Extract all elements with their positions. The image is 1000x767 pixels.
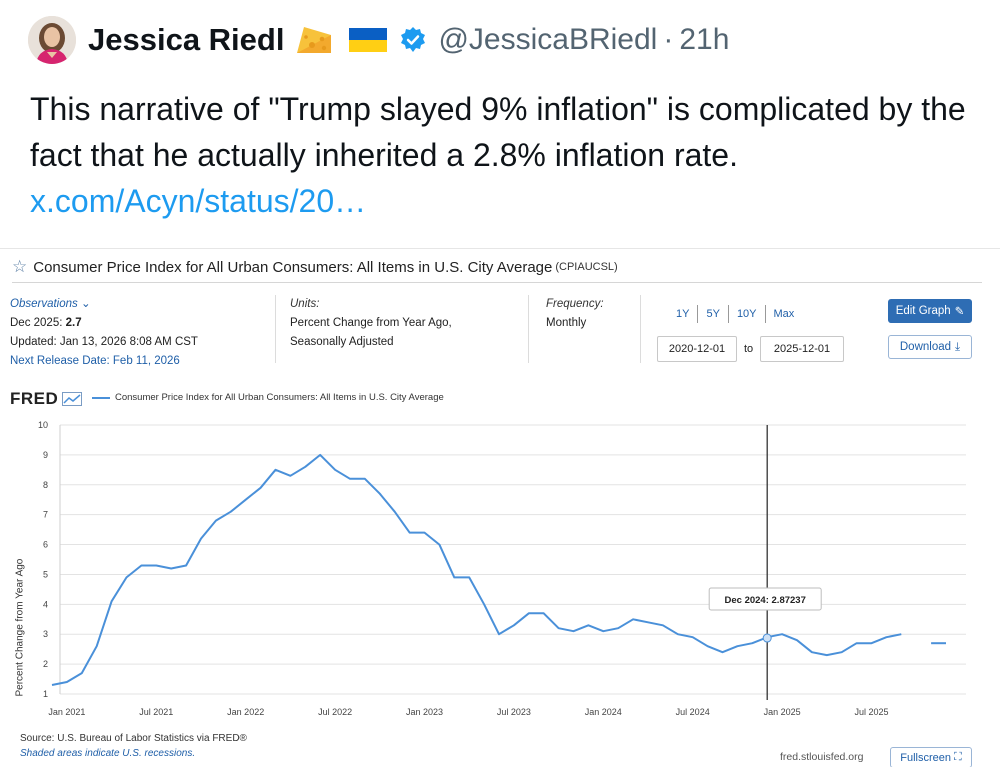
- tweet-body: This narrative of "Trump slayed 9% infla…: [30, 91, 966, 173]
- edit-graph-button[interactable]: Edit Graph ✎: [888, 299, 972, 323]
- range-separator: [764, 305, 766, 323]
- observation-value: 2.7: [65, 317, 82, 329]
- updated-text: Updated: Jan 13, 2026 8:08 AM CST: [10, 336, 198, 348]
- x-tick-label: Jul 2024: [676, 707, 710, 717]
- range-1y-button[interactable]: 1Y: [676, 308, 690, 320]
- range-5y-button[interactable]: 5Y: [706, 308, 720, 320]
- tooltip-layer: Dec 2024: 2.87237: [708, 587, 822, 643]
- fullscreen-button[interactable]: Fullscreen ⛶: [890, 747, 972, 767]
- x-tick-label: Jan 2021: [48, 707, 85, 717]
- range-10y-button[interactable]: 10Y: [736, 308, 757, 320]
- chart-legend: Consumer Price Index for All Urban Consu…: [92, 392, 444, 403]
- y-tick-label: 4: [43, 599, 48, 609]
- series-title: Consumer Price Index for All Urban Consu…: [33, 258, 553, 276]
- legend-swatch: [92, 396, 110, 399]
- tooltip-marker: [762, 633, 772, 643]
- y-tick-label: 7: [43, 510, 48, 520]
- fred-embed-card[interactable]: ☆ Consumer Price Index for All Urban Con…: [0, 248, 1000, 767]
- x-tick-label: Jul 2022: [318, 707, 352, 717]
- download-icon: ⤓: [955, 340, 961, 353]
- x-tick-label: Jul 2021: [139, 707, 173, 717]
- tweet-link[interactable]: x.com/Acyn/status/20…: [30, 183, 367, 219]
- author-name[interactable]: Jessica Riedl: [88, 22, 285, 57]
- fred-logo-text: FRED: [10, 389, 59, 408]
- x-tick-label: Jul 2025: [854, 707, 888, 717]
- tooltip-box: [708, 587, 822, 611]
- edit-graph-label: Edit Graph: [895, 305, 951, 317]
- range-separator: [727, 305, 729, 323]
- series-layer: [51, 453, 946, 686]
- range-max-button[interactable]: Max: [773, 308, 795, 320]
- meta-divider: [275, 295, 276, 363]
- card-title: ☆ Consumer Price Index for All Urban Con…: [12, 257, 618, 277]
- range-buttons: 1Y 5Y 10Y Max: [668, 305, 802, 323]
- x-tick-label: Jan 2025: [764, 707, 801, 717]
- author-handle[interactable]: @JessicaBRiedl: [438, 23, 658, 56]
- meta-divider: [640, 295, 641, 363]
- units-block: Units: Percent Change from Year Ago, Sea…: [290, 295, 452, 352]
- fullscreen-icon: ⛶: [954, 751, 962, 763]
- frequency-value: Monthly: [546, 317, 587, 329]
- y-tick-label: 10: [38, 420, 48, 430]
- download-label: Download: [899, 341, 952, 353]
- fred-logo[interactable]: FRED: [10, 389, 83, 409]
- avatar[interactable]: [28, 16, 76, 64]
- cheese-emoji-icon: [294, 23, 334, 57]
- fred-url[interactable]: fred.stlouisfed.org: [780, 751, 864, 763]
- chart-grid: [59, 424, 966, 695]
- frequency-block: Frequency: Monthly: [546, 295, 604, 333]
- legend-label: Consumer Price Index for All Urban Consu…: [115, 392, 444, 403]
- tooltip-text: Dec 2024: 2.87237: [725, 595, 806, 606]
- tweet-header: Jessica Riedl @JessicaBRiedl · 21h: [28, 10, 729, 70]
- y-ticks: 1 2 3 4 5 6 7 8 9 10: [38, 420, 48, 699]
- tweet-time[interactable]: 21h: [679, 23, 730, 56]
- fullscreen-label: Fullscreen: [900, 751, 952, 764]
- source-note: Source: U.S. Bureau of Labor Statistics …: [20, 731, 247, 761]
- x-tick-label: Jul 2023: [497, 707, 531, 717]
- date-from-input[interactable]: 2020-12-01: [657, 336, 737, 362]
- observation-period: Dec 2025:: [10, 317, 63, 329]
- y-tick-label: 9: [43, 450, 48, 460]
- series-line: [51, 453, 902, 686]
- verified-badge-icon: [398, 25, 428, 55]
- date-to-input[interactable]: 2025-12-01: [760, 336, 844, 362]
- units-label: Units:: [290, 298, 320, 310]
- ukraine-flag-icon: [348, 26, 388, 54]
- handle-row: @JessicaBRiedl · 21h: [438, 23, 729, 57]
- source-text: Source: U.S. Bureau of Labor Statistics …: [20, 733, 247, 744]
- x-ticks: Jan 2021 Jul 2021 Jan 2022 Jul 2022 Jan 2023…: [48, 707, 888, 717]
- y-tick-label: 5: [43, 569, 48, 579]
- observations-label[interactable]: Observations: [10, 298, 78, 310]
- cpi-chart[interactable]: 1 2 3 4 5 6 7 8 9 10 Jan 2021 Jul 2021 Jan 2022 Jul …: [0, 249, 1000, 767]
- title-divider: [12, 282, 982, 283]
- range-separator: [697, 305, 699, 323]
- series-code: (CPIAUCSL): [555, 261, 618, 273]
- recession-note[interactable]: Shaded areas indicate U.S. recessions.: [20, 748, 196, 759]
- units-line1: Percent Change from Year Ago,: [290, 317, 452, 329]
- edit-icon: ✎: [954, 306, 965, 318]
- x-tick-label: Jan 2023: [406, 707, 443, 717]
- frequency-label: Frequency:: [546, 298, 604, 310]
- download-button[interactable]: Download ⤓: [888, 335, 972, 359]
- date-to-label: to: [744, 343, 754, 355]
- meta-divider: [528, 295, 529, 363]
- observations-block: Observations ⌄ Dec 2025: 2.7 Updated: Ja…: [10, 295, 198, 371]
- y-tick-label: 1: [43, 689, 48, 699]
- fred-chart-icon: [62, 392, 83, 406]
- y-tick-label: 2: [43, 659, 48, 669]
- x-tick-label: Jan 2024: [585, 707, 622, 717]
- y-tick-label: 3: [43, 629, 48, 639]
- x-tick-label: Jan 2022: [227, 707, 264, 717]
- units-line2: Seasonally Adjusted: [290, 336, 394, 348]
- chevron-down-icon[interactable]: ⌄: [80, 298, 91, 310]
- star-icon[interactable]: ☆: [12, 257, 28, 276]
- y-tick-label: 6: [43, 540, 48, 550]
- separator-dot: ·: [663, 23, 674, 56]
- y-tick-label: 8: [43, 480, 48, 490]
- tweet-text: This narrative of "Trump slayed 9% infla…: [30, 86, 980, 224]
- next-release[interactable]: Next Release Date: Feb 11, 2026: [10, 355, 180, 367]
